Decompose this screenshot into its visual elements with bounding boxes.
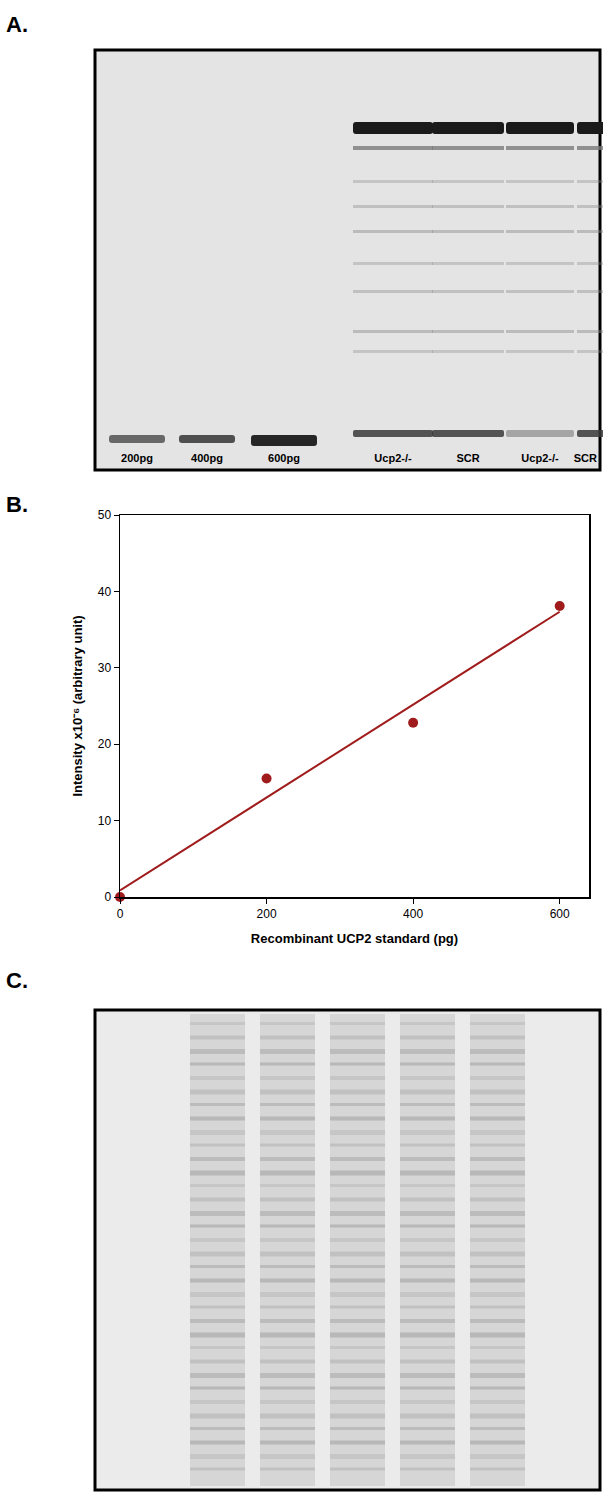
svg-text:200pg: 200pg [121, 452, 153, 464]
svg-text:40: 40 [98, 585, 112, 599]
svg-text:20: 20 [98, 737, 112, 751]
svg-text:0: 0 [104, 890, 111, 904]
svg-text:Recombinant UCP2 standard (pg): Recombinant UCP2 standard (pg) [251, 931, 458, 946]
svg-text:200: 200 [257, 907, 277, 921]
svg-text:Ucp2-/-: Ucp2-/- [374, 452, 412, 464]
svg-text:30: 30 [98, 661, 112, 675]
svg-text:Ucp2-/-: Ucp2-/- [521, 452, 559, 464]
svg-text:400pg: 400pg [191, 452, 223, 464]
svg-text:50: 50 [98, 508, 112, 522]
svg-text:C.: C. [6, 968, 28, 993]
svg-text:SCR: SCR [574, 452, 597, 464]
svg-text:A.: A. [6, 12, 28, 37]
svg-text:10: 10 [98, 814, 112, 828]
svg-text:SCR: SCR [456, 452, 479, 464]
svg-text:400: 400 [403, 907, 423, 921]
svg-text:0: 0 [117, 907, 124, 921]
svg-text:Intensity x10⁻⁶ (arbitrary uni: Intensity x10⁻⁶ (arbitrary unit) [70, 615, 85, 796]
svg-text:600: 600 [550, 907, 570, 921]
svg-text:B.: B. [6, 492, 28, 517]
svg-text:600pg: 600pg [268, 452, 300, 464]
